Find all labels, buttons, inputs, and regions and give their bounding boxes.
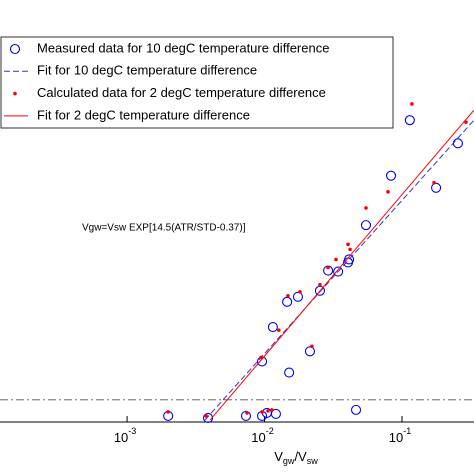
data-point [360, 220, 372, 231]
data-point [326, 265, 330, 270]
data-point [452, 138, 463, 149]
data-point [270, 408, 281, 419]
x-axis-label: Vgw/Vsw [274, 449, 318, 466]
legend-label: Fit for 10 degC temperature difference [37, 63, 257, 78]
data-point [260, 410, 264, 414]
legend-label: Fit for 2 degC temperature difference [37, 107, 250, 122]
data-point [334, 257, 338, 262]
label-subscript: gw [283, 456, 295, 466]
x-tick-label: 10-2 [251, 426, 273, 445]
data-point [350, 404, 362, 415]
data-point [277, 328, 281, 332]
data-point [310, 344, 314, 349]
data-point [298, 289, 302, 294]
data-point [348, 247, 352, 252]
label-part: V [274, 449, 283, 464]
data-point [364, 206, 368, 210]
legend-label: Measured data for 10 degC temperature di… [37, 40, 329, 55]
data-point [166, 410, 170, 414]
tick-base: 10 [251, 430, 265, 445]
data-point [432, 180, 436, 185]
annotation: Vgw=Vsw EXP[14.5(ATR/STD-0.37)] [82, 223, 246, 234]
legend-label: Calculated data for 2 degC temperature d… [37, 85, 326, 100]
data-point [284, 367, 295, 378]
data-point [410, 102, 414, 106]
legend-marker [9, 43, 21, 55]
tick-exponent: -2 [266, 426, 274, 436]
data-point [282, 296, 293, 307]
data-point [267, 322, 278, 333]
tick-base: 10 [389, 430, 403, 445]
legend-box [0, 36, 394, 129]
x-tick-label: 10-3 [114, 426, 136, 445]
data-point [318, 282, 322, 287]
data-point [266, 409, 270, 413]
fit-line [209, 109, 474, 421]
data-point [292, 291, 303, 302]
label-subscript: sw [307, 456, 319, 466]
data-point [304, 346, 316, 357]
data-point [286, 294, 290, 298]
label-part: /V [294, 449, 307, 464]
data-point [240, 410, 252, 421]
data-point [204, 414, 208, 418]
data-point [386, 190, 390, 194]
fit-line [204, 119, 474, 421]
legend-marker [13, 91, 17, 96]
data-point [404, 115, 415, 126]
data-point [259, 355, 263, 360]
data-point [270, 408, 274, 412]
tick-exponent: -1 [403, 426, 411, 436]
data-point [202, 412, 214, 424]
data-point [245, 411, 249, 415]
data-point [431, 182, 442, 193]
x-tick-label: 10-1 [389, 426, 411, 445]
data-point [346, 242, 350, 247]
tick-exponent: -3 [128, 426, 136, 436]
data-point [342, 257, 354, 268]
data-point [385, 170, 397, 181]
tick-base: 10 [114, 430, 128, 445]
data-point [333, 266, 344, 277]
